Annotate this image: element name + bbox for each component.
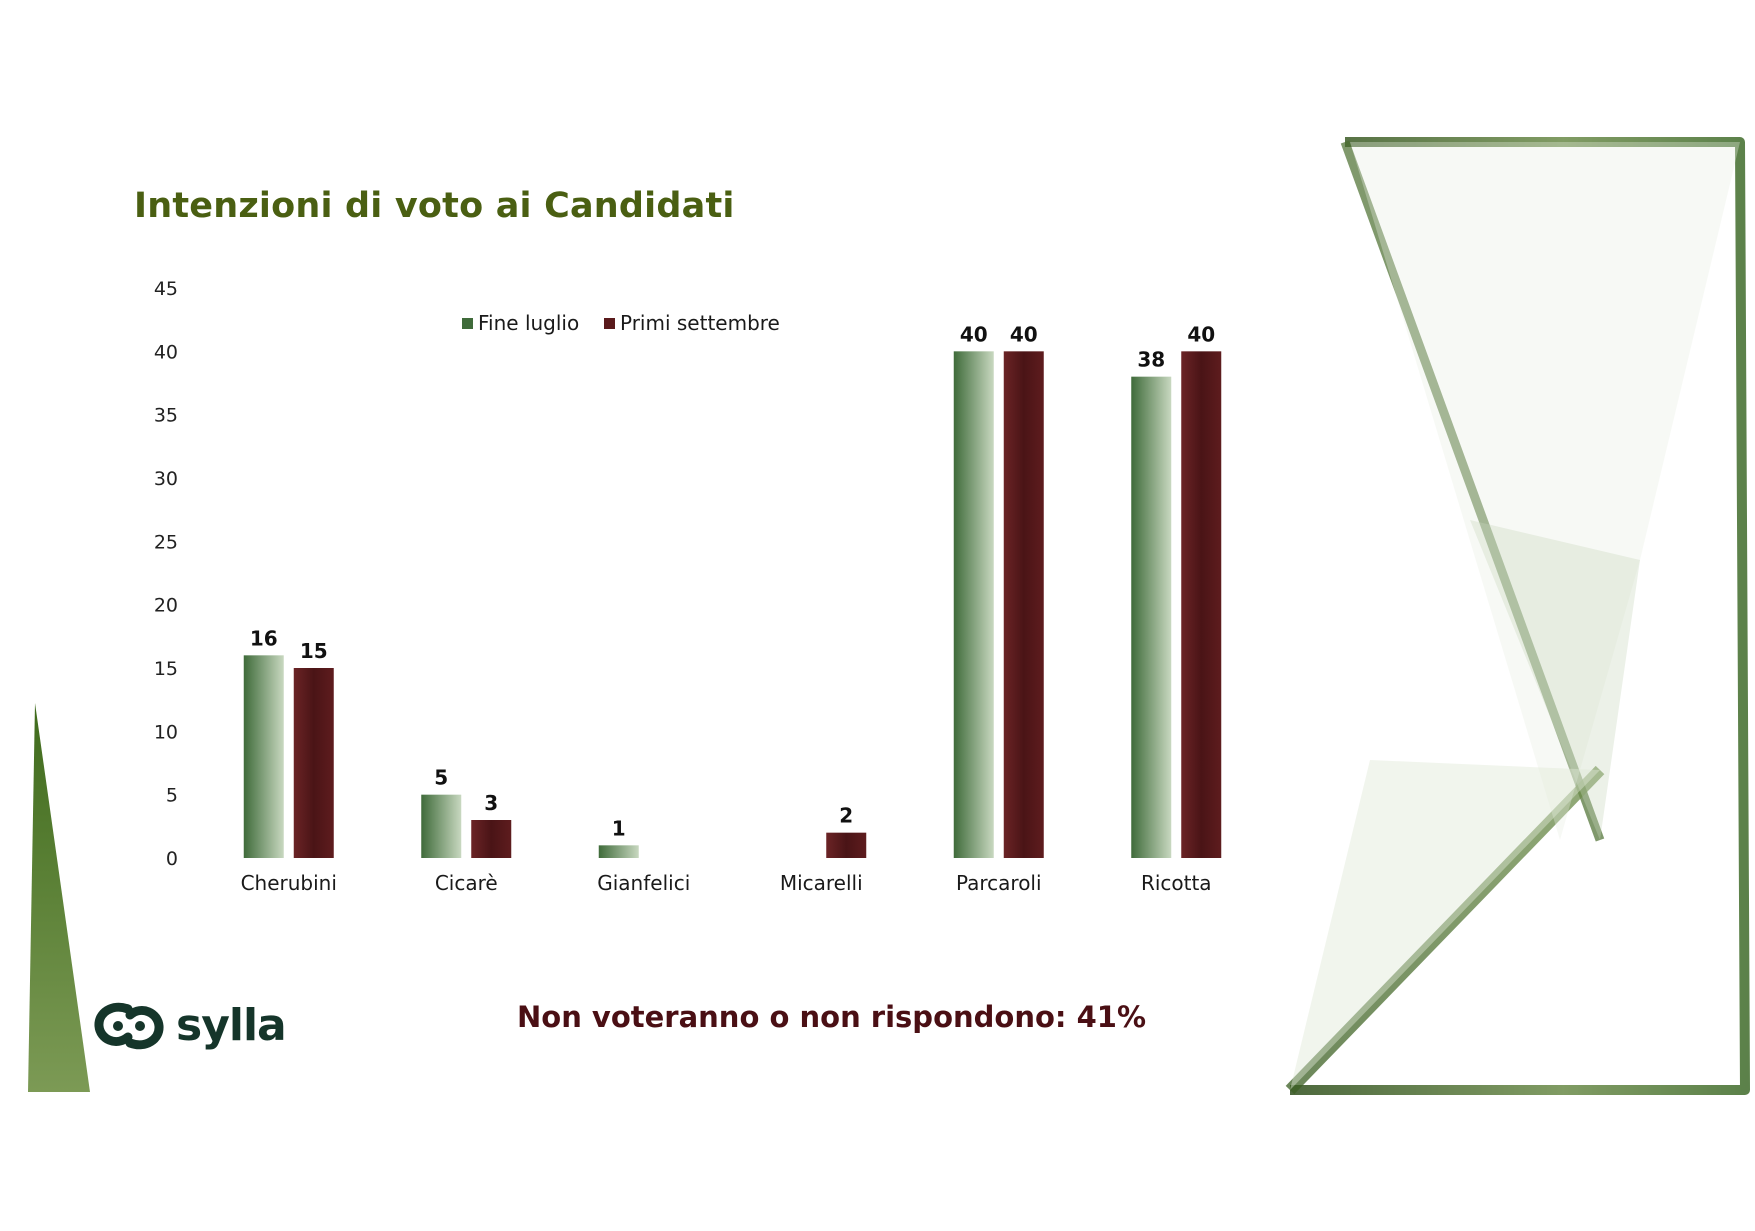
data-label: 40 <box>960 322 988 346</box>
sylla-logo-icon <box>94 1002 164 1049</box>
y-tick-label: 0 <box>166 848 178 870</box>
data-label: 40 <box>1010 322 1038 346</box>
data-label: 40 <box>1187 322 1215 346</box>
data-label: 3 <box>484 791 498 815</box>
legend-label: Primi settembre <box>620 311 780 335</box>
bar-fine-luglio-gianfelici <box>598 845 639 858</box>
legend-label: Fine luglio <box>478 311 580 335</box>
left-green-wedge <box>28 703 90 1092</box>
bar-primi-settembre-micarelli <box>826 832 867 858</box>
bar-fine-luglio-parcaroli <box>953 351 994 858</box>
legend-item-fine-luglio: Fine luglio <box>462 311 579 335</box>
y-tick-label: 35 <box>154 405 178 427</box>
y-tick-label: 40 <box>154 341 178 363</box>
bar-primi-settembre-cicar <box>471 820 512 858</box>
bar-fine-luglio-cicar <box>421 794 462 858</box>
chart-title: Intenzioni di voto ai Candidati <box>134 186 735 226</box>
x-axis-label: Ricotta <box>1141 871 1212 895</box>
x-axis-label: Gianfelici <box>597 871 690 895</box>
data-label: 16 <box>250 626 278 650</box>
bar-primi-settembre-ricotta <box>1181 351 1222 858</box>
bar-primi-settembre-parcaroli <box>1003 351 1044 858</box>
legend-item-primi-settembre: Primi settembre <box>604 311 780 335</box>
bar-fine-luglio-ricotta <box>1131 376 1172 858</box>
legend-swatch-green <box>462 317 473 329</box>
y-tick-label: 45 <box>154 278 178 300</box>
x-axis-label: Cherubini <box>241 871 337 895</box>
y-tick-label: 25 <box>154 531 178 553</box>
y-axis-ticks: 0 5 10 15 20 25 30 35 40 45 <box>154 278 178 870</box>
y-tick-label: 15 <box>154 658 178 680</box>
bars: 16 15 5 3 1 2 40 40 38 40 <box>243 322 1222 858</box>
right-frame-decoration <box>1285 137 1750 1095</box>
y-tick-label: 30 <box>154 468 178 490</box>
x-axis-label: Micarelli <box>780 871 863 895</box>
x-axis-label: Parcaroli <box>956 871 1042 895</box>
bar-primi-settembre-cherubini <box>293 668 334 858</box>
data-label: 5 <box>434 766 448 790</box>
y-tick-label: 5 <box>166 785 178 807</box>
data-label: 38 <box>1137 348 1165 372</box>
x-axis-label: Cicarè <box>435 871 498 895</box>
data-label: 15 <box>300 639 328 663</box>
y-tick-label: 10 <box>154 721 178 743</box>
x-axis-labels: Cherubini Cicarè Gianfelici Micarelli Parcar… <box>241 871 1212 895</box>
bar-fine-luglio-cherubini <box>243 655 284 858</box>
data-label: 1 <box>612 816 626 840</box>
footnote-non-voteranno: Non voteranno o non rispondono: 41% <box>517 1000 1146 1034</box>
sylla-logo: sylla <box>94 1000 287 1051</box>
legend-swatch-maroon <box>604 317 615 329</box>
logo-wordmark: sylla <box>176 1000 287 1051</box>
data-label: 2 <box>839 804 853 828</box>
y-tick-label: 20 <box>154 595 178 617</box>
